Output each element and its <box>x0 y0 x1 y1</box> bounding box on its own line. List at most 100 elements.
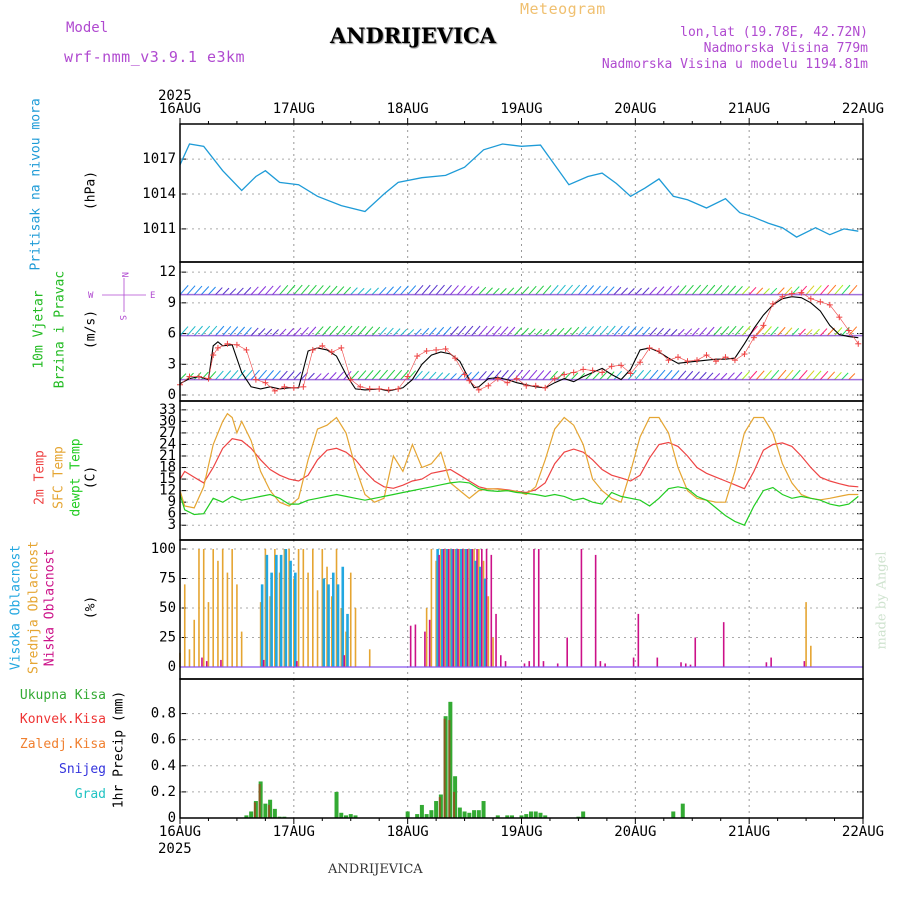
legend-hail: Grad <box>74 787 106 802</box>
wind-barb <box>371 369 381 380</box>
cloud-label-high: Visoka Oblacnost <box>8 544 24 671</box>
wind-barb <box>734 325 744 336</box>
precip-bar-total <box>581 811 586 818</box>
precip-bar-convective <box>443 718 446 818</box>
wind-barb <box>428 284 438 295</box>
wind-barb <box>698 284 709 295</box>
wind-barb <box>364 326 374 336</box>
wind-barb <box>634 326 644 336</box>
wind-barb <box>471 325 481 336</box>
x-tick-label-top: 20AUG <box>614 101 656 117</box>
wind-barb <box>385 327 394 336</box>
temp-label-2m: 2m Temp <box>32 450 48 505</box>
wind-barb <box>741 286 750 295</box>
precip-bar-total <box>472 810 477 818</box>
wind-barb <box>200 286 210 295</box>
wind-barb <box>592 372 600 380</box>
wind-barb <box>642 287 650 295</box>
precip-bar-total <box>339 812 344 818</box>
wind-barb <box>777 326 786 336</box>
wind-barb <box>265 370 274 380</box>
x-tick-label-top: 19AUG <box>500 101 542 117</box>
wind-barb <box>442 372 450 380</box>
wind-barb <box>741 371 750 380</box>
wind-barb <box>378 369 388 380</box>
wind-barb <box>684 370 694 380</box>
model-name: wrf-nmm_v3.9.1 e3km <box>64 48 246 66</box>
wind-barb <box>385 369 396 380</box>
precip-bar-total <box>495 815 500 818</box>
wind-barb <box>329 285 338 295</box>
wind-barb <box>435 372 444 380</box>
wind-barb <box>321 372 330 380</box>
wind-barb <box>186 325 196 336</box>
x-tick-label-bottom: 16AUG <box>159 824 201 840</box>
y-tick-label: 0 <box>168 659 176 675</box>
wind-barb <box>307 326 317 336</box>
wind-barb <box>442 284 452 295</box>
wind-barb <box>599 325 609 336</box>
wind-barb <box>656 369 666 380</box>
temp-sfc-line <box>179 412 859 509</box>
wind-barb <box>663 328 671 336</box>
wind-barb <box>293 327 302 336</box>
wind-barb <box>592 325 602 336</box>
wind-barb <box>535 370 545 380</box>
wind-barb <box>827 371 836 380</box>
wind-barb <box>698 327 708 336</box>
wind-barb <box>300 326 309 336</box>
wind-barb <box>727 285 737 295</box>
pressure-label: Pritisak na nivou mora <box>28 98 44 271</box>
precip-bar-total <box>244 815 249 818</box>
wind-barb <box>514 286 522 295</box>
wind-barb <box>449 285 459 295</box>
wind-barb <box>243 327 252 336</box>
wind-barb <box>713 326 722 336</box>
precip-bar-total <box>424 814 429 818</box>
wind-barb <box>827 284 837 295</box>
y-tick-label: 21 <box>159 448 176 464</box>
wind-barb <box>457 372 465 380</box>
precip-bar-convective <box>438 797 441 818</box>
wind-barb <box>627 326 637 336</box>
wind-barb <box>784 327 793 336</box>
wind-barb <box>357 326 367 336</box>
wind-barb <box>215 370 224 380</box>
wind-barb <box>819 328 828 336</box>
wind-barb <box>478 370 487 380</box>
wind-gust-line <box>179 292 859 392</box>
wind-barb <box>442 326 452 336</box>
wind-barb <box>592 285 601 295</box>
wind-barb <box>421 327 430 336</box>
wind-barb <box>208 325 218 336</box>
wind-barb <box>556 284 566 295</box>
chart-type-title: Meteogram <box>520 0 606 18</box>
wind-barb <box>506 326 516 336</box>
compass-north-label: N <box>119 272 129 277</box>
precip-bar-total <box>680 803 685 818</box>
wind-barb <box>727 372 735 380</box>
wind-barb <box>634 369 644 380</box>
wind-barb <box>236 369 246 380</box>
precip-bar-total <box>671 811 676 818</box>
wind-barb <box>286 284 296 295</box>
wind-barb <box>179 373 187 380</box>
wind-barb <box>585 285 595 295</box>
wind-barb <box>834 284 844 295</box>
wind-barb <box>613 370 622 380</box>
wind-barb <box>677 285 687 295</box>
wind-barb <box>734 285 743 295</box>
wind-barb <box>329 325 339 336</box>
wind-barb <box>464 325 474 336</box>
wind-barb <box>727 325 737 336</box>
wind-barb <box>265 285 274 295</box>
precip-bar-total <box>467 812 472 818</box>
pressure-line <box>179 143 859 238</box>
wind-barb <box>677 370 687 380</box>
wind-barb <box>236 326 246 336</box>
precip-bar-convective <box>253 802 256 818</box>
precip-bar-total <box>533 811 538 818</box>
wind-barb <box>407 329 415 336</box>
y-tick-label: 0.2 <box>151 784 176 800</box>
y-tick-label: 50 <box>159 600 176 616</box>
